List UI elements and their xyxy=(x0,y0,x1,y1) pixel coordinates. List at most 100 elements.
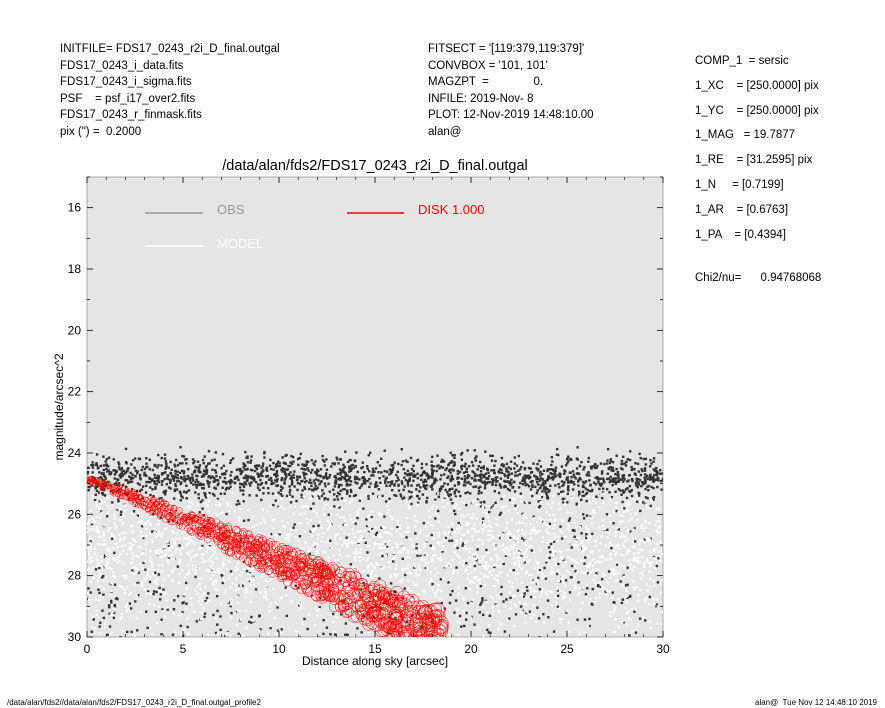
model-point xyxy=(121,532,124,535)
model-point xyxy=(226,631,229,634)
model-point xyxy=(462,559,465,563)
model-point xyxy=(349,621,352,625)
model-point xyxy=(474,530,477,534)
model-point xyxy=(546,559,549,562)
model-point xyxy=(495,594,498,597)
model-point xyxy=(614,534,617,538)
obs-point xyxy=(102,468,105,472)
model-point xyxy=(588,562,591,565)
model-point xyxy=(95,501,98,504)
model-point xyxy=(140,585,144,588)
model-point xyxy=(591,496,595,499)
obs-point xyxy=(146,589,150,593)
model-point xyxy=(140,553,143,556)
obs-point xyxy=(546,599,550,602)
obs-point xyxy=(418,490,421,493)
obs-point xyxy=(102,616,106,620)
model-point xyxy=(657,508,660,511)
obs-point xyxy=(401,596,405,599)
obs-point xyxy=(523,474,527,477)
model-point xyxy=(378,514,382,517)
obs-point xyxy=(169,460,172,464)
obs-point xyxy=(517,486,521,489)
obs-point xyxy=(229,481,232,484)
model-point xyxy=(131,657,133,659)
model-point xyxy=(188,569,191,572)
model-point xyxy=(510,547,513,551)
model-point xyxy=(576,561,579,564)
obs-point xyxy=(580,532,583,535)
model-point xyxy=(313,642,315,644)
model-point xyxy=(429,559,433,563)
model-point xyxy=(650,554,653,557)
obs-point xyxy=(465,470,469,473)
model-point xyxy=(368,514,371,517)
obs-point xyxy=(184,477,187,481)
model-point xyxy=(631,545,634,548)
obs-point xyxy=(341,476,344,479)
obs-point xyxy=(141,465,144,469)
model-point xyxy=(442,577,445,580)
model-point xyxy=(265,557,268,560)
obs-point xyxy=(184,581,188,585)
obs-point xyxy=(259,478,262,482)
model-point xyxy=(512,624,516,627)
model-point xyxy=(505,527,508,530)
obs-point xyxy=(518,549,521,553)
model-point xyxy=(513,537,516,540)
model-point xyxy=(171,558,174,561)
obs-point xyxy=(529,467,532,470)
model-point xyxy=(465,547,468,551)
obs-point xyxy=(503,479,506,483)
obs-point xyxy=(562,472,566,475)
model-point xyxy=(457,526,460,529)
model-point xyxy=(507,509,510,512)
model-point xyxy=(589,535,592,538)
obs-point xyxy=(110,537,114,540)
obs-point xyxy=(503,630,507,633)
model-point xyxy=(627,610,630,613)
obs-point xyxy=(410,484,413,487)
model-point xyxy=(431,524,435,527)
obs-point xyxy=(644,476,648,479)
obs-point xyxy=(536,489,539,492)
model-point xyxy=(546,554,549,557)
obs-point xyxy=(203,473,206,477)
obs-point xyxy=(584,556,587,559)
obs-point xyxy=(455,566,458,569)
model-point xyxy=(320,526,323,529)
model-point xyxy=(199,541,202,544)
model-point xyxy=(107,546,110,550)
obs-point xyxy=(304,468,307,471)
model-point xyxy=(396,519,399,523)
obs-point xyxy=(289,471,292,474)
model-point xyxy=(633,670,635,672)
obs-point xyxy=(516,589,520,592)
obs-point xyxy=(444,488,447,492)
obs-point xyxy=(215,464,218,467)
obs-point xyxy=(628,473,631,477)
obs-point xyxy=(346,474,349,477)
model-point xyxy=(285,583,289,586)
obs-point xyxy=(536,462,539,466)
obs-point xyxy=(267,491,270,495)
model-point xyxy=(103,626,106,629)
model-point xyxy=(113,514,116,517)
obs-point xyxy=(609,458,612,461)
model-point xyxy=(230,550,233,553)
model-point xyxy=(155,529,158,532)
model-point xyxy=(282,524,285,527)
model-point xyxy=(195,572,198,575)
model-point xyxy=(496,556,499,559)
obs-point xyxy=(311,495,314,498)
model-point xyxy=(321,536,324,539)
model-point xyxy=(483,573,487,576)
model-point xyxy=(397,551,400,554)
obs-point xyxy=(420,462,424,466)
obs-point xyxy=(413,475,417,478)
model-point xyxy=(185,537,188,541)
obs-point xyxy=(554,473,557,476)
model-point xyxy=(612,544,615,547)
obs-point xyxy=(162,471,165,475)
obs-point xyxy=(277,460,280,463)
